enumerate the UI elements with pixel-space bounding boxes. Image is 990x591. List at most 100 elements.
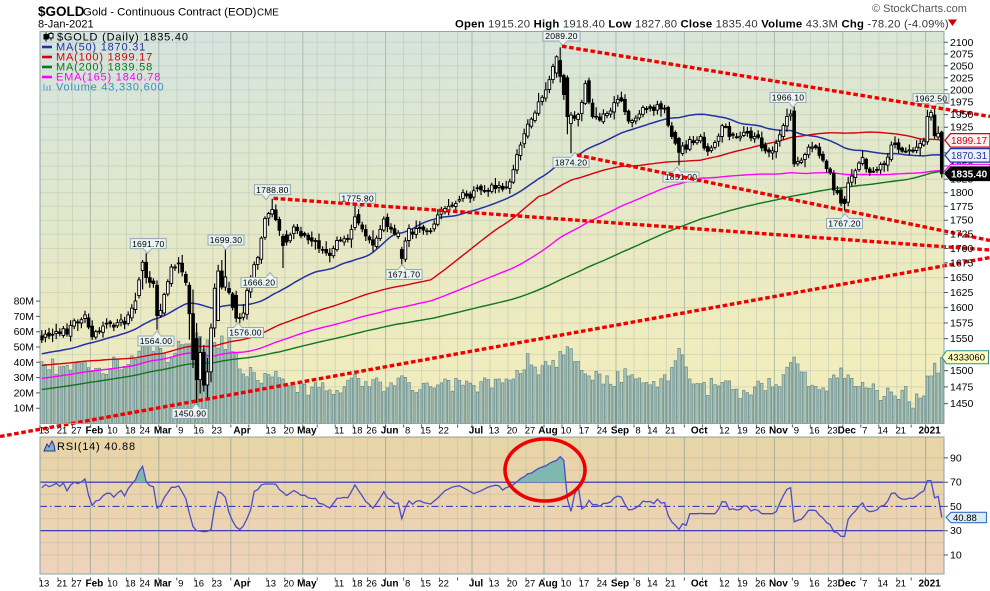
svg-text:10: 10 <box>561 579 572 590</box>
svg-text:Open 1915.20 High 1918.40 Low: Open 1915.20 High 1918.40 Low 1827.80 Cl… <box>455 19 949 31</box>
svg-text:4333060: 4333060 <box>948 353 985 364</box>
svg-text:21: 21 <box>896 426 907 437</box>
svg-text:10: 10 <box>107 579 118 590</box>
svg-text:8: 8 <box>635 579 640 590</box>
svg-text:10: 10 <box>561 426 572 437</box>
svg-text:27: 27 <box>525 579 536 590</box>
svg-text:40.88: 40.88 <box>953 513 977 524</box>
svg-text:20: 20 <box>284 426 295 437</box>
svg-text:1600: 1600 <box>950 302 974 314</box>
svg-text:Oct: Oct <box>691 579 708 590</box>
svg-text:23: 23 <box>212 579 223 590</box>
svg-text:20: 20 <box>284 579 295 590</box>
svg-text:1666.20: 1666.20 <box>243 278 275 288</box>
svg-text:2075: 2075 <box>950 49 974 61</box>
svg-text:Jul: Jul <box>469 426 484 437</box>
svg-text:$GOLD (Daily) 1835.40: $GOLD (Daily) 1835.40 <box>57 32 189 44</box>
svg-text:10: 10 <box>950 550 962 562</box>
svg-text:1925: 1925 <box>950 122 974 134</box>
svg-text:Jun: Jun <box>381 426 399 437</box>
svg-text:24: 24 <box>140 426 151 437</box>
svg-text:Sep: Sep <box>611 579 629 590</box>
svg-text:9: 9 <box>794 579 799 590</box>
svg-text:20: 20 <box>507 426 518 437</box>
svg-text:16: 16 <box>194 579 205 590</box>
svg-text:1966.10: 1966.10 <box>772 93 804 103</box>
svg-text:1564.00: 1564.00 <box>140 336 172 346</box>
svg-text:13: 13 <box>266 426 277 437</box>
svg-text:21: 21 <box>665 426 676 437</box>
svg-text:70M: 70M <box>14 311 34 323</box>
svg-text:May: May <box>297 426 317 437</box>
svg-text:20M: 20M <box>14 387 34 399</box>
svg-text:1675: 1675 <box>950 257 974 269</box>
svg-text:1975: 1975 <box>950 97 974 109</box>
svg-text:18: 18 <box>125 579 136 590</box>
svg-text:1475: 1475 <box>950 381 974 393</box>
svg-text:Feb: Feb <box>86 579 104 590</box>
svg-text:2089.20: 2089.20 <box>545 31 577 41</box>
svg-text:Jul: Jul <box>469 579 484 590</box>
svg-text:21: 21 <box>665 579 676 590</box>
svg-text:11: 11 <box>334 579 344 590</box>
svg-text:Sep: Sep <box>611 426 629 437</box>
svg-text:RSI(14) 40.88: RSI(14) 40.88 <box>57 441 136 453</box>
svg-text:26: 26 <box>755 579 766 590</box>
svg-text:1775: 1775 <box>950 201 974 213</box>
svg-text:Jun: Jun <box>381 579 399 590</box>
svg-text:10M: 10M <box>14 403 34 415</box>
svg-text:14: 14 <box>647 426 658 437</box>
svg-text:2021: 2021 <box>918 579 941 590</box>
svg-text:© StockCharts.com: © StockCharts.com <box>872 3 967 15</box>
svg-text:2000: 2000 <box>950 84 974 96</box>
svg-text:12: 12 <box>719 579 730 590</box>
svg-text:40M: 40M <box>14 357 34 369</box>
svg-text:2021: 2021 <box>918 426 941 437</box>
svg-text:20: 20 <box>507 579 518 590</box>
svg-text:9: 9 <box>178 426 183 437</box>
svg-text:70: 70 <box>950 477 962 489</box>
svg-text:EMA(165) 1840.78: EMA(165) 1840.78 <box>56 72 161 84</box>
svg-text:18: 18 <box>352 426 363 437</box>
svg-text:50: 50 <box>950 501 962 513</box>
svg-text:24: 24 <box>140 579 151 590</box>
svg-text:1671.70: 1671.70 <box>388 270 420 280</box>
svg-text:13: 13 <box>266 579 277 590</box>
svg-text:1650: 1650 <box>950 272 974 284</box>
svg-text:27: 27 <box>71 579 82 590</box>
svg-text:1450: 1450 <box>950 398 974 410</box>
svg-text:23: 23 <box>212 426 223 437</box>
svg-text:21: 21 <box>57 426 68 437</box>
svg-text:1950: 1950 <box>950 109 974 121</box>
svg-text:Nov: Nov <box>769 426 788 437</box>
svg-text:1576.00: 1576.00 <box>229 328 261 338</box>
svg-text:18: 18 <box>352 579 363 590</box>
svg-text:14: 14 <box>647 579 658 590</box>
svg-text:9: 9 <box>794 426 799 437</box>
svg-text:1725: 1725 <box>950 229 974 241</box>
svg-text:50M: 50M <box>14 342 34 354</box>
svg-text:13: 13 <box>489 426 500 437</box>
svg-text:18: 18 <box>125 426 136 437</box>
svg-text:1775.80: 1775.80 <box>341 193 373 203</box>
svg-text:8-Jan-2021: 8-Jan-2021 <box>38 19 94 31</box>
svg-text:9: 9 <box>178 579 183 590</box>
svg-text:1870.31: 1870.31 <box>951 151 988 162</box>
svg-text:Apr: Apr <box>233 579 250 590</box>
svg-text:15: 15 <box>420 426 431 437</box>
svg-text:80M: 80M <box>14 296 34 308</box>
svg-text:7: 7 <box>862 426 867 437</box>
svg-text:1450.90: 1450.90 <box>174 409 206 419</box>
svg-text:10: 10 <box>107 426 118 437</box>
svg-text:13: 13 <box>39 579 50 590</box>
svg-text:11: 11 <box>334 426 344 437</box>
svg-text:Mar: Mar <box>154 579 172 590</box>
svg-text:$GOLD: $GOLD <box>38 4 85 19</box>
svg-text:Apr: Apr <box>233 426 250 437</box>
svg-text:MA(100) 1899.17: MA(100) 1899.17 <box>56 52 153 64</box>
svg-text:12: 12 <box>719 426 730 437</box>
svg-text:8: 8 <box>405 579 410 590</box>
svg-text:Dec: Dec <box>838 426 857 437</box>
svg-text:26: 26 <box>755 426 766 437</box>
svg-text:Aug: Aug <box>538 426 557 437</box>
